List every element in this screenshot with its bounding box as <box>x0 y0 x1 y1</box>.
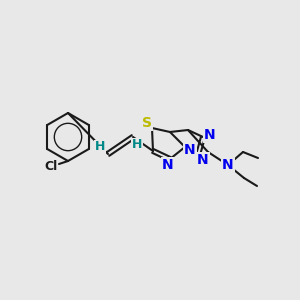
Text: H: H <box>132 139 142 152</box>
Text: N: N <box>184 143 196 157</box>
Text: N: N <box>204 128 216 142</box>
Text: N: N <box>197 153 209 167</box>
Text: H: H <box>95 140 105 154</box>
Text: Cl: Cl <box>44 160 58 172</box>
Text: S: S <box>142 116 152 130</box>
Text: N: N <box>162 158 174 172</box>
Text: N: N <box>222 158 234 172</box>
